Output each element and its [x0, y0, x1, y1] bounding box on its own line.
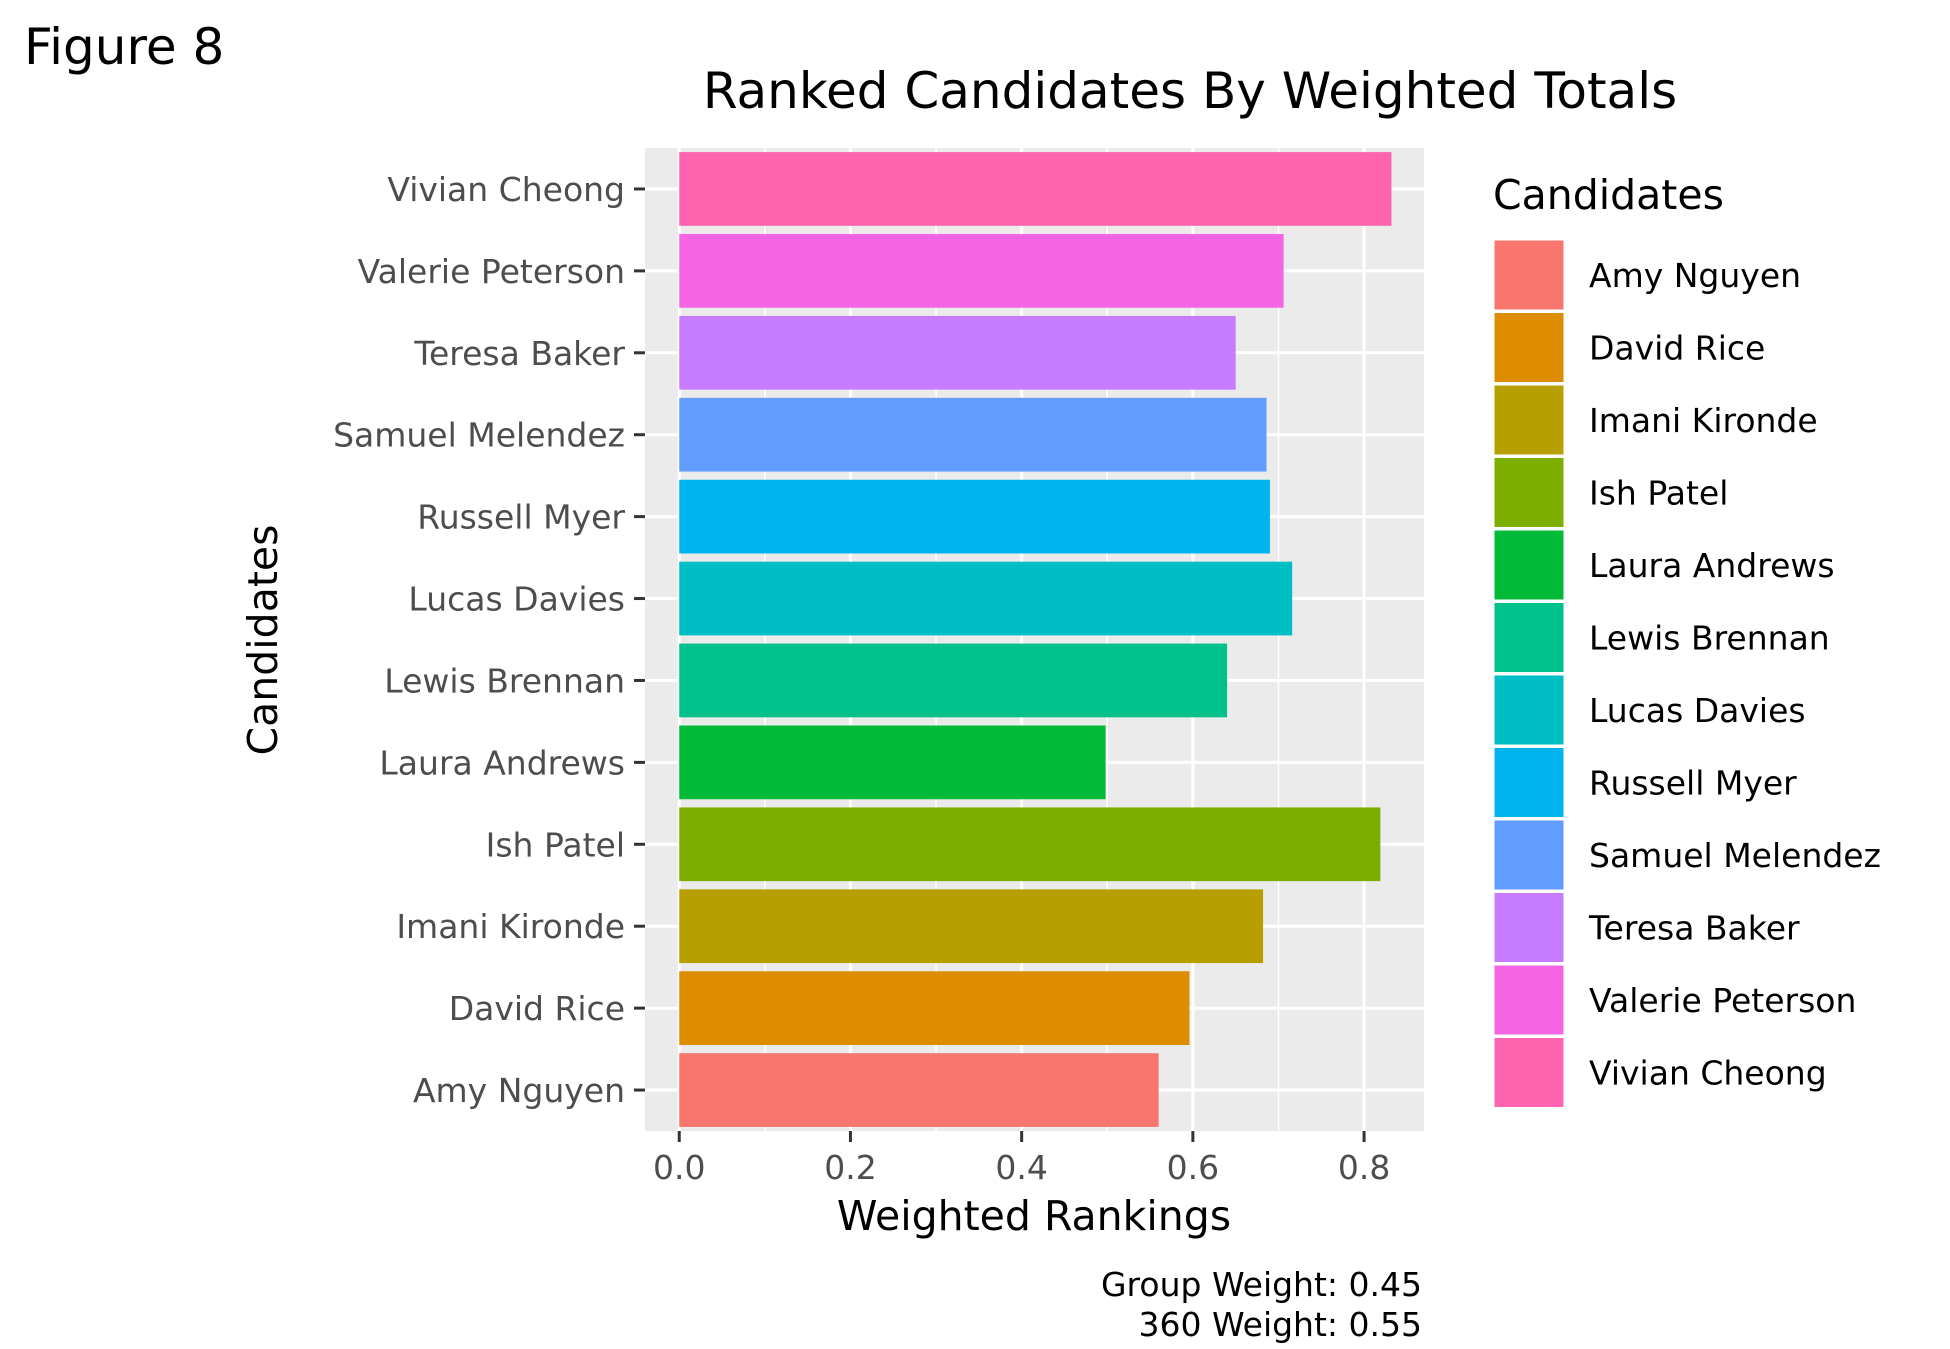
y-tick-label: Russell Myer: [417, 498, 625, 537]
bar-ish-patel: [679, 807, 1381, 882]
legend-label: Lucas Davies: [1589, 691, 1806, 730]
bars: [679, 152, 1392, 1127]
bar-lucas-davies: [679, 561, 1293, 636]
caption: Group Weight: 0.45 360 Weight: 0.55: [1101, 1265, 1422, 1345]
legend-key: [1491, 455, 1567, 530]
legend-label: Ish Patel: [1589, 474, 1728, 513]
bar-laura-andrews: [679, 725, 1106, 800]
caption-360-weight: 360 Weight: 0.55: [1138, 1305, 1422, 1344]
legend-label: Lewis Brennan: [1589, 619, 1830, 658]
y-tick-label: Teresa Baker: [413, 334, 625, 373]
y-tick-label: David Rice: [449, 989, 625, 1028]
figure-label: Figure 8: [24, 18, 225, 76]
legend-key: [1491, 962, 1567, 1038]
legend-key: [1491, 310, 1567, 385]
chart-title: Ranked Candidates By Weighted Totals: [702, 62, 1678, 120]
y-tick-label: Vivian Cheong: [387, 170, 625, 209]
legend-label: Russell Myer: [1589, 764, 1797, 803]
legend-key: [1491, 745, 1567, 820]
bar-teresa-baker: [679, 315, 1236, 390]
legend-key: [1491, 1035, 1567, 1110]
y-tick-label: Laura Andrews: [379, 743, 625, 782]
legend-label: Vivian Cheong: [1589, 1054, 1827, 1093]
x-axis-title: Weighted Rankings: [837, 1192, 1231, 1240]
caption-group-weight: Group Weight: 0.45: [1100, 1265, 1422, 1304]
y-tick-label: Amy Nguyen: [413, 1071, 625, 1110]
bar-amy-nguyen: [679, 1053, 1159, 1127]
y-tick-label: Valerie Peterson: [358, 252, 625, 291]
bar-lewis-brennan: [679, 643, 1228, 718]
y-tick-label: Lewis Brennan: [384, 661, 625, 700]
y-tick-label: Ish Patel: [486, 825, 625, 864]
legend-title: Candidates: [1493, 171, 1724, 219]
bar-vivian-cheong: [679, 152, 1392, 226]
legend-key: [1491, 890, 1567, 965]
bar-russell-myer: [679, 479, 1270, 554]
y-axis: Amy Nguyen David Rice Imani Kironde Ish Pat…: [333, 170, 645, 1110]
y-tick-label: Samuel Melendez: [333, 416, 625, 455]
legend-label: Amy Nguyen: [1589, 256, 1801, 295]
plot-panel: [645, 148, 1424, 1131]
legend-key: [1491, 527, 1567, 603]
x-tick-label: 0.8: [1338, 1148, 1390, 1187]
legend-key: [1491, 817, 1567, 893]
y-tick-label: Lucas Davies: [408, 580, 625, 619]
legend-label: David Rice: [1589, 329, 1765, 368]
x-tick-label: 0.4: [995, 1148, 1047, 1187]
legend-key: [1491, 237, 1567, 313]
legend-label: Laura Andrews: [1589, 546, 1835, 585]
legend-label: Teresa Baker: [1588, 909, 1800, 948]
legend-key: [1491, 600, 1567, 675]
bar-valerie-peterson: [679, 234, 1284, 308]
x-tick-label: 0.6: [1167, 1148, 1219, 1187]
y-axis-title: Candidates: [239, 525, 287, 756]
legend-label: Samuel Melendez: [1589, 836, 1881, 875]
legend-key: [1491, 672, 1567, 748]
legend-label: Valerie Peterson: [1589, 981, 1856, 1020]
x-tick-label: 0.2: [824, 1148, 876, 1187]
x-axis: 0.0 0.2 0.4 0.6 0.8: [653, 1131, 1390, 1187]
bar-david-rice: [679, 971, 1190, 1045]
legend: Amy Nguyen David Rice Imani Kironde Ish Pat…: [1491, 237, 1881, 1110]
bar-samuel-melendez: [679, 397, 1267, 472]
bar-imani-kironde: [679, 889, 1264, 964]
legend-label: Imani Kironde: [1589, 401, 1818, 440]
x-tick-label: 0.0: [653, 1148, 705, 1187]
y-tick-label: Imani Kironde: [396, 907, 625, 946]
legend-key: [1491, 382, 1567, 458]
